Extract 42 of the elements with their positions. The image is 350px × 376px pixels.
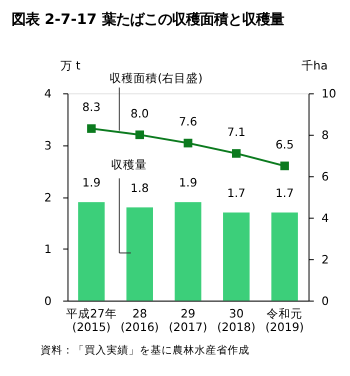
y-tick-label: 0 xyxy=(44,294,52,308)
text: 収穫量 xyxy=(110,158,147,172)
y2-tick-label: 8 xyxy=(322,128,329,142)
y-tick-label: 3 xyxy=(44,138,52,152)
y2-tick-label: 10 xyxy=(322,86,336,101)
bar xyxy=(174,202,202,301)
x-tick-label: 28 (2016) xyxy=(120,306,159,334)
data-label: 1.8 xyxy=(130,180,149,195)
data-label: 8.3 xyxy=(82,100,101,114)
y-tick-label: 1 xyxy=(44,242,52,256)
data-label: 8.0 xyxy=(130,106,149,120)
point xyxy=(232,149,241,158)
bar xyxy=(271,212,298,301)
bar xyxy=(126,207,153,301)
data-label: 7.1 xyxy=(227,125,246,140)
data-label: 1.9 xyxy=(178,176,198,190)
y2-tick-label: 4 xyxy=(322,211,329,226)
point xyxy=(280,162,289,170)
bar xyxy=(78,202,105,301)
bar xyxy=(223,212,250,301)
y2-tick-label: 2 xyxy=(322,252,329,267)
data-label: 7.6 xyxy=(178,114,198,129)
data-label: 6.5 xyxy=(275,138,294,152)
y-axis-title: 万 t xyxy=(60,58,81,73)
text: 収穫面積(右目盛) xyxy=(110,70,203,85)
data-label: 1.7 xyxy=(275,186,294,200)
data-label: 1.7 xyxy=(227,186,246,200)
x-tick-label: 30 (2018) xyxy=(217,306,256,334)
y2-tick-label: 6 xyxy=(322,170,329,184)
point xyxy=(135,130,144,140)
y2-tick-label: 0 xyxy=(322,294,329,308)
x-tick-label: 令和元 (2019) xyxy=(265,306,304,334)
x-tick-label: 平成27年 (2015) xyxy=(66,306,117,334)
chart-title: 図表 2-7-17 葉たばこの収穫面積と収穫量 xyxy=(12,12,284,28)
point xyxy=(87,124,96,133)
data-label: 1.9 xyxy=(82,176,101,190)
y2-axis-title: 千ha xyxy=(301,58,328,73)
point xyxy=(184,138,192,148)
text: 資料：「買入実績」を基に農林水産省作成 xyxy=(40,344,250,357)
y-tick-label: 2 xyxy=(44,190,52,204)
y-tick-label: 4 xyxy=(44,86,52,101)
x-tick-label: 29 (2017) xyxy=(168,306,208,334)
